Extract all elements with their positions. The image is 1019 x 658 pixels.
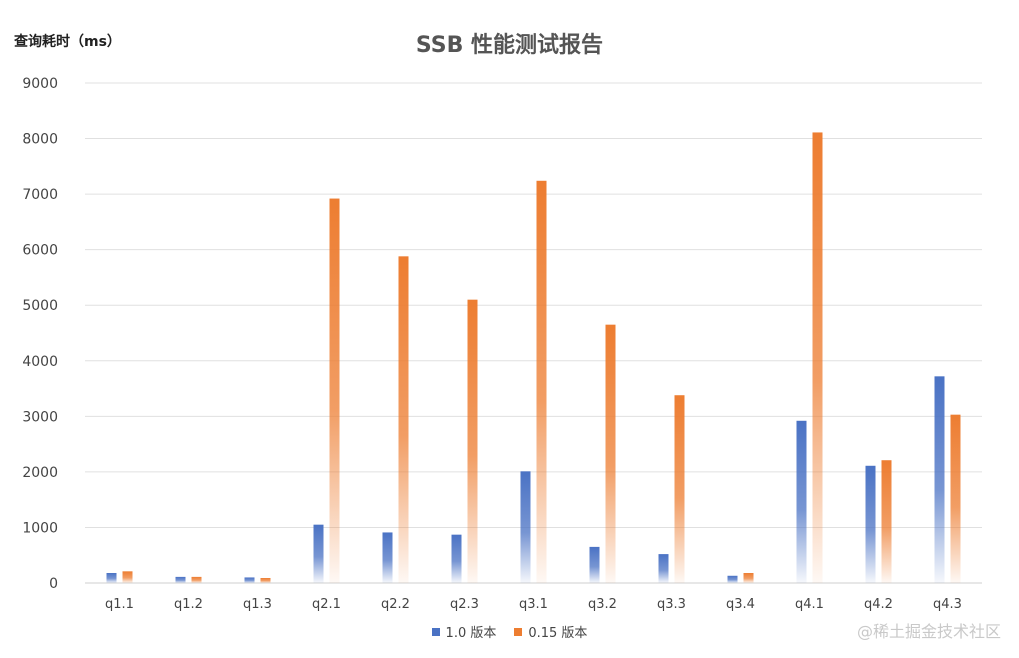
x-tick-label: q3.2 xyxy=(588,597,617,612)
bar-series2-q2.1 xyxy=(329,198,340,584)
chart-title: SSB 性能测试报告 xyxy=(415,33,604,58)
legend-swatch-series2 xyxy=(514,627,523,636)
bar-series2-q1.3 xyxy=(260,578,271,583)
bar-series1-q4.2 xyxy=(865,465,876,583)
bar-series1-q1.1 xyxy=(106,573,117,583)
bar-series2-q2.3 xyxy=(467,299,478,583)
legend-label-series1: 1.0 版本 xyxy=(445,626,497,641)
y-axis-unit-label: 查询耗时（ms） xyxy=(14,34,121,50)
legend-item-series1: 1.0 版本 xyxy=(431,622,497,641)
bar-series1-q3.1 xyxy=(520,471,531,583)
legend: 1.0 版本 0.15 版本 xyxy=(0,622,1019,641)
bar-series1-q1.2 xyxy=(175,576,186,583)
bar-series2-q3.1 xyxy=(536,180,547,583)
bar-series2-q3.2 xyxy=(605,324,616,583)
bar-series1-q2.2 xyxy=(382,532,393,583)
y-tick-label: 3000 xyxy=(22,409,58,425)
bar-series1-q3.3 xyxy=(658,554,669,583)
y-tick-label: 4000 xyxy=(22,354,58,370)
x-tick-label: q2.2 xyxy=(381,597,410,612)
y-tick-label: 9000 xyxy=(22,76,58,92)
y-tick-label: 1000 xyxy=(22,520,58,536)
x-tick-label: q4.2 xyxy=(864,597,893,612)
x-tick-label: q3.4 xyxy=(726,597,755,612)
bar-series2-q4.1 xyxy=(812,132,823,583)
watermark: @稀土掘金技术社区 xyxy=(856,622,1001,641)
x-tick-label: q1.1 xyxy=(105,597,134,612)
bar-series2-q3.3 xyxy=(674,395,685,583)
x-tick-label: q3.3 xyxy=(657,597,686,612)
x-tick-label: q2.1 xyxy=(312,597,341,612)
bar-series2-q4.3 xyxy=(950,414,961,583)
bar-series2-q4.2 xyxy=(881,460,892,583)
y-tick-label: 5000 xyxy=(22,298,58,314)
y-tick-label: 8000 xyxy=(22,132,58,148)
bar-series1-q2.1 xyxy=(313,524,324,583)
x-tick-label: q3.1 xyxy=(519,597,548,612)
x-tick-label: q4.1 xyxy=(795,597,824,612)
y-tick-label: 0 xyxy=(49,576,58,592)
x-tick-label: q1.2 xyxy=(174,597,203,612)
bar-series2-q3.4 xyxy=(743,573,754,583)
x-tick-label: q2.3 xyxy=(450,597,479,612)
x-tick-label: q4.3 xyxy=(933,597,962,612)
bar-series1-q3.4 xyxy=(727,575,738,583)
legend-item-series2: 0.15 版本 xyxy=(514,622,587,641)
legend-swatch-series1 xyxy=(431,627,440,636)
bar-series2-q2.2 xyxy=(398,256,409,583)
y-tick-label: 7000 xyxy=(22,187,58,203)
legend-label-series2: 0.15 版本 xyxy=(528,626,588,641)
bar-series1-q4.3 xyxy=(934,376,945,583)
bar-series1-q4.1 xyxy=(796,420,807,583)
bar-series1-q1.3 xyxy=(244,577,255,583)
x-tick-label: q1.3 xyxy=(243,597,272,612)
bar-series2-q1.1 xyxy=(122,571,133,583)
y-tick-label: 2000 xyxy=(22,465,58,481)
bar-series2-q1.2 xyxy=(191,576,202,583)
bar-series1-q2.3 xyxy=(451,534,462,583)
y-tick-label: 6000 xyxy=(22,243,58,259)
bar-series1-q3.2 xyxy=(589,546,600,583)
